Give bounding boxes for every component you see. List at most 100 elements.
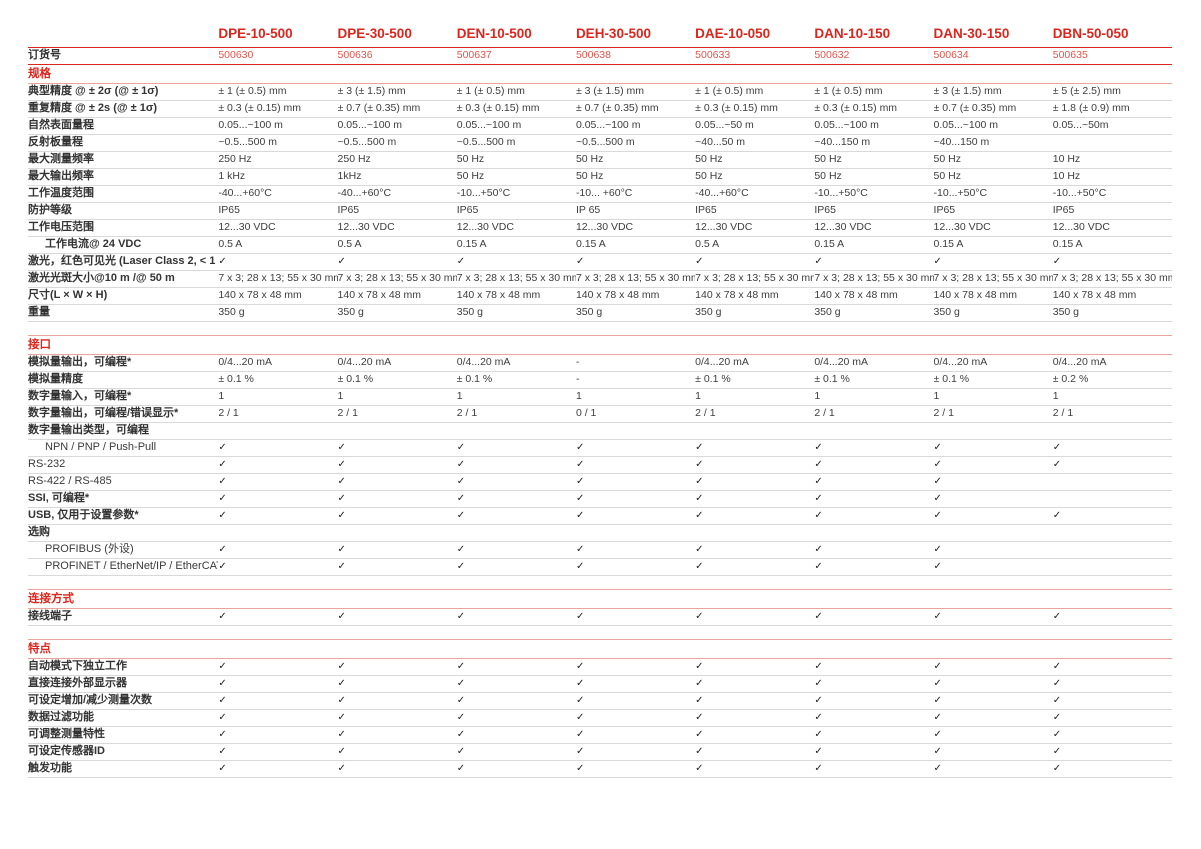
row-label: 重量 — [28, 304, 219, 322]
spec-row: 激光，红色可见光 (Laser Class 2, < 1 mW)✓✓✓✓✓✓✓✓ — [28, 253, 1172, 271]
cell-value: ✓ — [337, 760, 457, 778]
cell-value: ✓ — [337, 507, 457, 525]
check-icon: ✓ — [456, 510, 466, 521]
check-icon: ✓ — [933, 442, 942, 453]
check-icon: ✓ — [456, 442, 466, 453]
cell-value: ~40...150 m — [814, 134, 934, 152]
cell-value: 350 g — [575, 304, 696, 322]
cell-value: ✓ — [1052, 692, 1172, 710]
spec-row: 重量 350 g 350 g 350 g 350 g 350 g 350 g 350 g 350… — [28, 304, 1172, 322]
cell-value: 0/4...20 mA — [814, 354, 934, 372]
check-icon: ✓ — [933, 544, 942, 555]
section-gap-row — [28, 575, 1172, 589]
cell-value: 350 g — [933, 304, 1053, 322]
cell-value: ✓ — [933, 253, 1053, 271]
cell-value: ✓ — [933, 490, 1053, 508]
check-icon: ✓ — [695, 561, 704, 572]
cell-value: 0.15 A — [1052, 236, 1172, 254]
check-icon: ✓ — [456, 763, 466, 774]
spec-row: 自然表面量程 0.05...~100 m 0.05...~100 m 0.05...~… — [28, 117, 1172, 135]
cell-value: ✓ — [337, 473, 457, 491]
cell-value: 350 g — [1052, 304, 1172, 322]
check-icon: ✓ — [575, 695, 585, 706]
spec-row: 模拟量输出，可编程* 0/4...20 mA 0/4...20 mA 0/4...20… — [28, 354, 1172, 372]
check-icon: ✓ — [1052, 678, 1062, 689]
cell-value: ✓ — [814, 490, 934, 508]
cell-value: 50 Hz — [933, 168, 1053, 186]
cell-value: ✓ — [933, 541, 1053, 559]
cell-value: ✓ — [1052, 709, 1172, 727]
cell-value: ✓ — [218, 253, 338, 271]
cell-value: 350 g — [218, 304, 338, 322]
cell-value: 140 x 78 x 48 mm — [337, 287, 457, 305]
cell-value: ✓ — [695, 507, 815, 525]
cell-value: ✓ — [456, 743, 576, 761]
check-icon: ✓ — [695, 712, 704, 723]
cell-value: 2 / 1 — [456, 405, 576, 423]
check-icon: ✓ — [814, 493, 823, 504]
check-icon: ✓ — [456, 476, 466, 487]
cell-value: ✓ — [456, 608, 576, 626]
cell-value: ✓ — [1052, 726, 1172, 744]
row-label: 激光，红色可见光 (Laser Class 2, < 1 mW) — [28, 253, 219, 271]
spec-row: 可设定传感器ID ✓ ✓ ✓ ✓ ✓ ✓ ✓ ✓ — [28, 743, 1172, 761]
cell-value: ✓ — [933, 608, 1053, 626]
check-icon: ✓ — [695, 763, 704, 774]
cell-value: 350 g — [814, 304, 934, 322]
spec-row: USB, 仅用于设置参数* ✓ ✓ ✓ ✓ ✓ ✓ ✓ ✓ — [28, 507, 1172, 525]
spec-row: 接线端子 ✓ ✓ ✓ ✓ ✓ ✓ ✓ ✓ — [28, 608, 1172, 626]
check-icon: ✓ — [218, 256, 227, 267]
cell-value: 1 — [814, 388, 934, 406]
check-icon: ✓ — [1052, 729, 1062, 740]
cell-value: ✓ — [456, 692, 576, 710]
spec-row: PROFIBUS (外设) ✓ ✓ ✓ ✓ ✓ ✓ ✓ — [28, 541, 1172, 559]
cell-value: ✓ — [337, 558, 457, 576]
column-header-model: DAE-10-050 — [695, 24, 815, 48]
check-icon: ✓ — [814, 510, 823, 521]
cell-value: 0.05...~100 m — [337, 117, 457, 135]
cell-value: -10...+50°C — [814, 185, 934, 203]
check-icon: ✓ — [814, 476, 823, 487]
check-icon: ✓ — [933, 493, 942, 504]
cell-value: ✓ — [337, 608, 457, 626]
check-icon: ✓ — [218, 712, 227, 723]
cell-value — [575, 524, 696, 542]
check-icon: ✓ — [337, 611, 346, 622]
cell-value: ✓ — [218, 675, 338, 693]
row-label: 重复精度 @ ± 2s (@ ± 1σ) — [28, 100, 219, 118]
cell-value: 10 Hz — [1052, 168, 1172, 186]
cell-value: ✓ — [456, 658, 576, 676]
section-gap-row — [28, 321, 1172, 335]
check-icon: ✓ — [456, 746, 466, 757]
section-title: 规格 — [28, 63, 1172, 84]
check-icon: ✓ — [575, 510, 585, 521]
check-icon: ✓ — [1052, 695, 1062, 706]
cell-value: 140 x 78 x 48 mm — [456, 287, 576, 305]
cell-value: ✓ — [933, 709, 1053, 727]
spec-row: 工作电压范围 12...30 VDC 12...30 VDC 12...30 VDC 1… — [28, 219, 1172, 237]
check-icon: ✓ — [456, 611, 466, 622]
gap-cell — [28, 575, 1172, 589]
cell-value: ✓ — [575, 675, 696, 693]
cell-value — [337, 524, 457, 542]
check-icon: ✓ — [933, 678, 942, 689]
column-header-model: DEH-30-500 — [575, 24, 696, 48]
cell-value: 12...30 VDC — [337, 219, 457, 237]
row-label: 工作电流@ 24 VDC — [28, 236, 219, 254]
cell-value: ✓ — [933, 439, 1053, 457]
check-icon: ✓ — [337, 763, 346, 774]
cell-value: ✓ — [695, 692, 815, 710]
cell-value: ✓ — [218, 558, 338, 576]
row-label: 可调整测量特性 — [28, 726, 219, 744]
check-icon: ✓ — [575, 256, 585, 267]
cell-value: ± 0.3 (± 0.15) mm — [456, 100, 576, 118]
cell-value: 12...30 VDC — [575, 219, 696, 237]
cell-value: ✓ — [695, 439, 815, 457]
check-icon: ✓ — [575, 661, 585, 672]
cell-value: ✓ — [218, 726, 338, 744]
check-icon: ✓ — [695, 510, 704, 521]
cell-value: 2 / 1 — [695, 405, 815, 423]
gap-cell — [28, 625, 1172, 639]
cell-value: ✓ — [218, 490, 338, 508]
